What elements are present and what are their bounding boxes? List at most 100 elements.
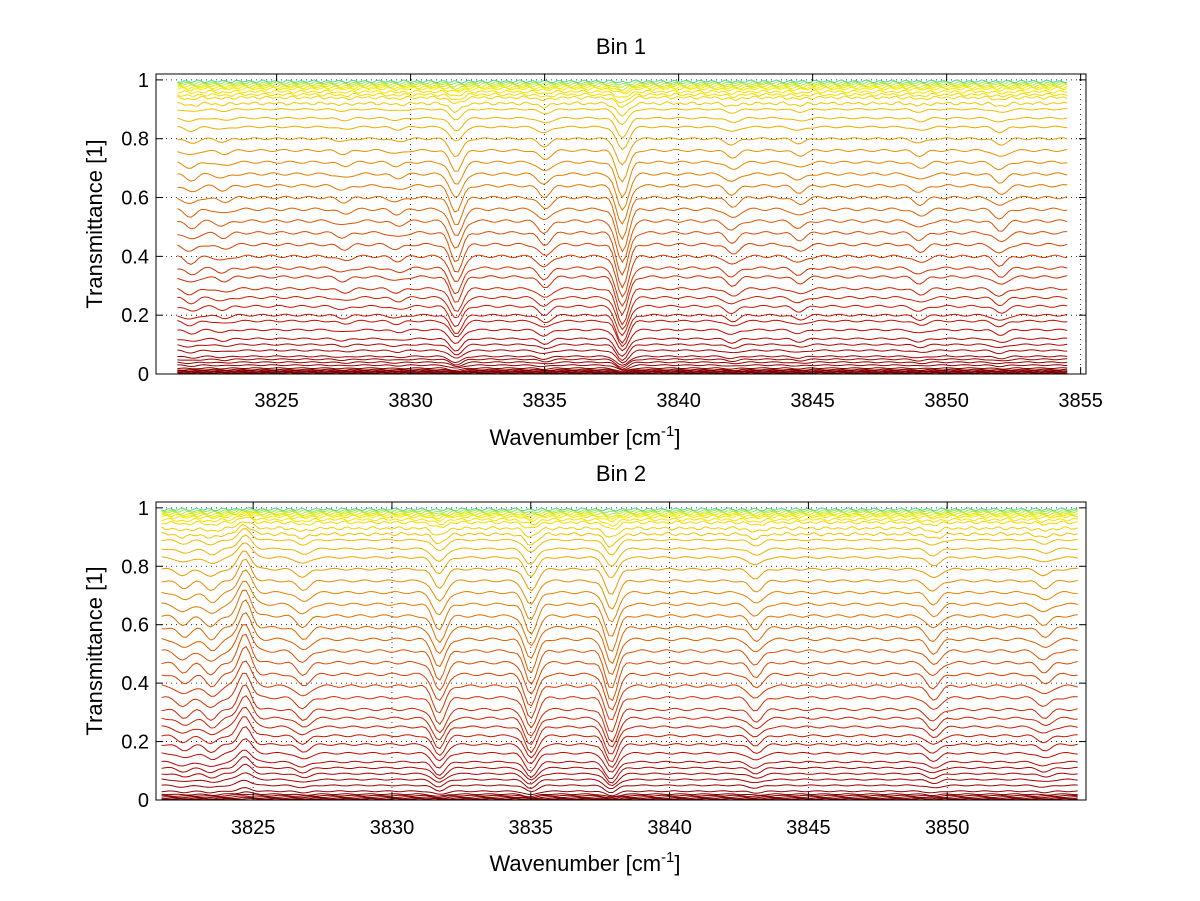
series-line	[161, 716, 1078, 763]
series-line	[177, 254, 1068, 298]
series-line	[177, 358, 1068, 368]
ticks: 3825 3830 3835 3840 3845 3850 3855 0 0.2 0.4 0.6 0.…	[121, 70, 1103, 412]
series-line	[177, 367, 1068, 372]
x-axis-label-text: Wavenumber [cm	[489, 425, 661, 450]
series-group	[177, 79, 1068, 375]
series-line	[177, 242, 1068, 289]
series-line	[161, 772, 1078, 790]
x-axis-label: Wavenumber [cm-1]	[489, 849, 680, 876]
series-line	[177, 313, 1068, 344]
series-line	[177, 160, 1068, 199]
series-line	[177, 95, 1068, 109]
x-tick-label: 3825	[231, 817, 276, 839]
series-line	[161, 793, 1078, 799]
series-line	[161, 550, 1078, 595]
series-line	[177, 219, 1068, 264]
series-line	[161, 509, 1078, 518]
series-line	[177, 364, 1068, 371]
series-line	[177, 275, 1068, 316]
x-tick-label: 3845	[786, 817, 831, 839]
series-line	[161, 508, 1078, 514]
series-line	[161, 534, 1078, 567]
series-line	[177, 207, 1068, 253]
series-line	[177, 287, 1068, 326]
x-tick-label: 3855	[1058, 390, 1103, 412]
series-line	[161, 756, 1078, 784]
y-tick-label: 0	[138, 790, 149, 812]
x-axis-label-exponent: -1	[661, 849, 674, 866]
series-line	[161, 542, 1078, 578]
series-line	[161, 738, 1078, 773]
y-tick-label: 0.2	[121, 732, 149, 754]
series-line	[177, 355, 1068, 366]
series-line	[161, 763, 1078, 787]
x-axis-label-text: Wavenumber [cm	[489, 851, 661, 876]
series-line	[177, 337, 1068, 358]
series-line	[177, 328, 1068, 352]
series-line	[177, 82, 1068, 88]
x-axis-label-end: ]	[674, 851, 680, 876]
series-line	[161, 509, 1078, 516]
x-tick-label: 3835	[509, 817, 554, 839]
series-line	[161, 558, 1078, 610]
x-tick-label: 3830	[388, 390, 433, 412]
series-line	[161, 749, 1078, 780]
series-group	[161, 506, 1078, 801]
series-line	[177, 83, 1068, 92]
series-line	[161, 506, 1078, 512]
chart-panel-bin-1: 3825 3830 3835 3840 3845 3850 3855 0 0.2 0.4 0.6 0.…	[82, 34, 1103, 450]
series-line	[177, 368, 1068, 373]
y-tick-label: 0.4	[121, 673, 149, 695]
series-line	[177, 108, 1068, 126]
series-line	[161, 528, 1078, 556]
axes-box	[155, 501, 1087, 801]
series-line	[161, 599, 1078, 665]
series-line	[161, 580, 1078, 637]
series-line	[177, 343, 1068, 362]
series-line	[161, 516, 1078, 530]
series-line	[177, 183, 1068, 225]
series-line	[177, 304, 1068, 337]
series-line	[177, 137, 1068, 166]
series-line	[161, 612, 1078, 675]
series-line	[161, 796, 1078, 800]
series-line	[177, 230, 1068, 276]
series-line	[161, 787, 1078, 797]
series-line	[161, 514, 1078, 527]
series-line	[177, 266, 1068, 307]
series-line	[161, 569, 1078, 623]
x-tick-label: 3840	[656, 390, 701, 412]
series-line	[161, 521, 1078, 538]
x-axis-label: Wavenumber [cm-1]	[489, 423, 680, 450]
x-tick-label: 3835	[522, 390, 567, 412]
x-tick-label: 3850	[925, 817, 970, 839]
x-tick-label: 3845	[790, 390, 835, 412]
chart-title: Bin 1	[596, 34, 646, 59]
series-line	[177, 92, 1068, 104]
x-tick-label: 3840	[647, 817, 692, 839]
series-line	[161, 695, 1078, 748]
ticks: 3825 3830 3835 3840 3845 3850 0 0.2 0.4 0.6 0.8 1	[121, 498, 1086, 839]
chart-panel-bin-2: 3825 3830 3835 3840 3845 3850 0 0.2 0.4 0.6 0.8 1 B…	[82, 461, 1087, 876]
y-tick-label: 0.4	[121, 246, 149, 268]
series-line	[177, 85, 1068, 93]
series-line	[177, 101, 1068, 118]
y-tick-label: 0.8	[121, 129, 149, 151]
series-line	[177, 116, 1068, 139]
series-line	[177, 89, 1068, 98]
series-line	[161, 706, 1078, 755]
x-axis-label-end: ]	[674, 425, 680, 450]
series-line	[161, 791, 1078, 798]
series-line	[161, 672, 1078, 733]
x-tick-label: 3825	[254, 390, 299, 412]
series-line	[161, 779, 1078, 793]
series-line	[161, 589, 1078, 652]
y-tick-label: 0	[138, 364, 149, 386]
series-line	[161, 645, 1078, 711]
x-tick-label: 3830	[370, 817, 415, 839]
series-line	[177, 195, 1068, 241]
y-tick-label: 0.6	[121, 188, 149, 210]
x-tick-label: 3850	[924, 390, 969, 412]
series-line	[177, 125, 1068, 151]
